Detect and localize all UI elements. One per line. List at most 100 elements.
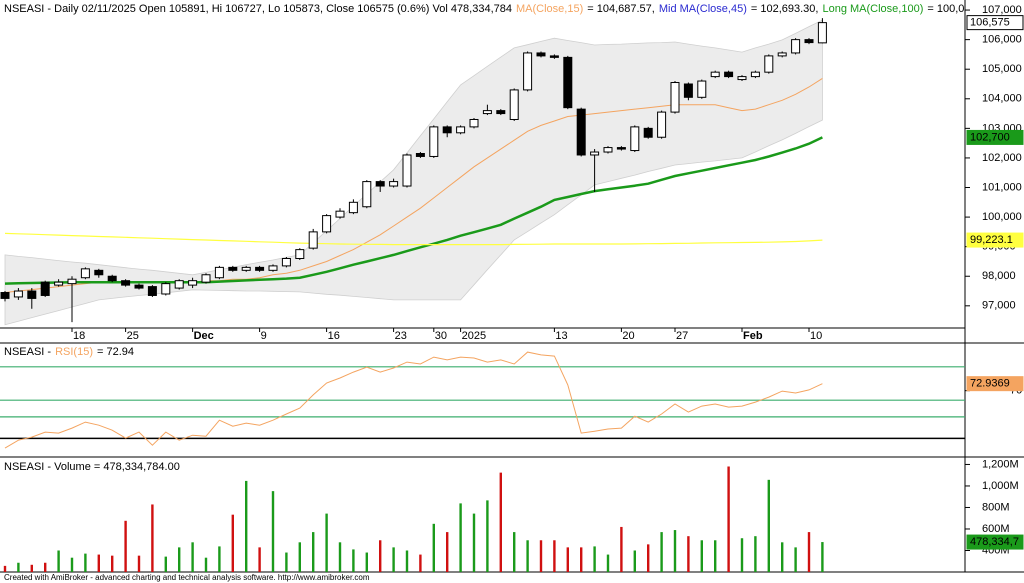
volume-bar (338, 542, 342, 572)
volume-bar (57, 550, 60, 572)
volume-bar (352, 549, 355, 572)
candle-body (188, 280, 198, 286)
volume-bar (178, 547, 181, 572)
pane-title: NSEASI - RSI(15) = 72.94 (4, 346, 134, 358)
candle-body (13, 290, 23, 298)
candle-body (40, 281, 50, 296)
candle-body (228, 266, 238, 271)
moving-average-line (4, 136, 823, 285)
candle-body (683, 83, 693, 98)
candle-body (67, 278, 77, 285)
y-tick-label: 600M (982, 523, 1010, 535)
volume-bar (164, 556, 167, 572)
candle-body (603, 147, 613, 153)
volume-bar (17, 562, 20, 572)
volume-bar (70, 557, 74, 572)
candle-body (107, 275, 117, 282)
volume-bar (580, 547, 583, 572)
x-tick-label: 20 (622, 330, 634, 342)
value-label-box (966, 534, 1024, 550)
candle-body (724, 71, 734, 78)
value-label: 99,223.1 (970, 234, 1013, 246)
value-label: 72.9369 (970, 378, 1010, 390)
volume-bar (124, 520, 127, 572)
volume-bar (312, 532, 315, 572)
volume-bar (151, 504, 154, 572)
candle-body (804, 39, 814, 44)
volume-bar (486, 500, 489, 572)
title-text: NSEASI - Volume = 478,334,784.00 (4, 461, 180, 473)
volume-bar (97, 554, 100, 572)
candle-body (121, 280, 131, 286)
candle-body (777, 52, 787, 57)
volume-bar (593, 546, 596, 572)
volume-bar (647, 544, 650, 572)
volume-bar (553, 540, 556, 572)
volume-bar (714, 540, 717, 572)
moving-average-line (4, 232, 823, 246)
candle-body (27, 290, 37, 299)
candle-body (295, 249, 305, 259)
candle-body (281, 257, 291, 267)
pane-title: NSEASI - Daily 02/11/2025 Open 105891, H… (4, 3, 964, 15)
y-tick-label: 1,200M (982, 458, 1019, 470)
volume-bar (606, 554, 610, 572)
y-tick-label: 1,000M (982, 480, 1019, 492)
y-tick-label: 100,000 (982, 211, 1022, 223)
volume-bar (633, 550, 636, 572)
candle-body (201, 274, 211, 283)
legend-value: = 104,687.57, (587, 3, 655, 15)
y-tick-label: 98,000 (982, 270, 1016, 282)
candle-body (549, 55, 559, 58)
volume-bar (620, 526, 623, 572)
y-tick-label: 106,000 (982, 34, 1022, 46)
volume-bar (446, 532, 449, 572)
candle-body (241, 266, 251, 271)
x-tick-label: 16 (328, 330, 340, 342)
legend-entry: Long MA(Close,100) (822, 3, 923, 15)
x-tick-label: Feb (743, 330, 763, 342)
volume-bar (700, 540, 703, 572)
candle-body (442, 126, 452, 134)
candle-body (536, 52, 546, 57)
candle-body (764, 55, 774, 73)
candle-body (563, 56, 573, 109)
value-label: 102,700 (970, 131, 1010, 143)
volume-bar (298, 542, 301, 572)
x-tick-label: 25 (127, 330, 139, 342)
candle-body (255, 266, 265, 271)
candle-body (322, 215, 332, 233)
volume-bar (807, 532, 811, 572)
candle-body (214, 266, 224, 279)
candle-body (469, 118, 479, 128)
volume-bar (660, 532, 663, 572)
candle-body (335, 210, 345, 218)
volume-bar (499, 472, 502, 572)
x-tick-label: 13 (555, 330, 567, 342)
candle-body (523, 52, 533, 91)
candle-body (643, 127, 653, 138)
title-text: NSEASI - (4, 346, 51, 358)
candle-body (710, 71, 720, 78)
footer: Created with AmiBroker - advanced charti… (4, 573, 370, 582)
indicator-line (4, 351, 823, 449)
volume-bar (794, 547, 797, 572)
candle-body (415, 153, 425, 157)
value-label: 478,334,7 (970, 536, 1019, 548)
volume-bar (673, 530, 677, 572)
volume-bar (258, 547, 261, 572)
value-label-box (966, 129, 1024, 145)
volume-bar (539, 540, 543, 572)
volume-bar (191, 542, 194, 572)
candle-body (456, 126, 466, 134)
volume-bar (781, 542, 784, 572)
legend-entry: Mid MA(Close,45) (659, 3, 747, 15)
candle-body (348, 201, 358, 214)
title-text: NSEASI - Daily 02/11/2025 Open 105891, H… (4, 3, 512, 15)
candle-body (362, 181, 372, 208)
candle-body (791, 39, 801, 54)
candle-body (402, 154, 412, 187)
x-tick-label: Dec (194, 330, 214, 342)
value-label-box (966, 232, 1024, 248)
candle-body (174, 280, 184, 289)
